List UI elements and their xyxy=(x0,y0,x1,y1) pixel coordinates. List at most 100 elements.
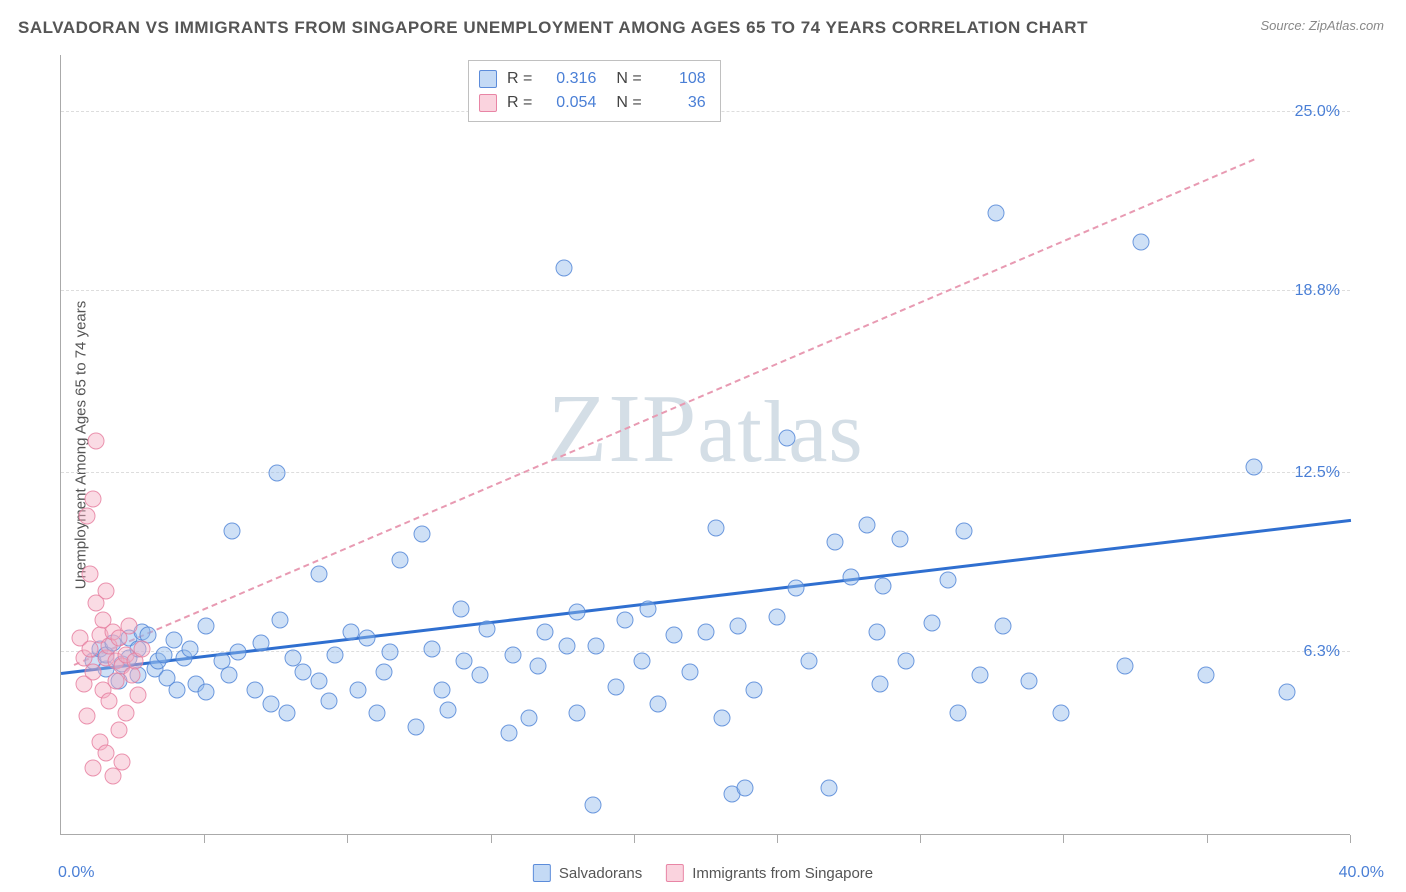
data-point xyxy=(520,710,537,727)
y-tick-label: 6.3% xyxy=(1304,643,1340,661)
data-point xyxy=(972,667,989,684)
data-point xyxy=(101,693,118,710)
data-point xyxy=(381,644,398,661)
gridline xyxy=(61,290,1350,291)
data-point xyxy=(104,768,121,785)
data-point xyxy=(456,652,473,669)
data-point xyxy=(891,531,908,548)
data-point xyxy=(423,641,440,658)
x-tick xyxy=(634,835,635,843)
data-point xyxy=(311,566,328,583)
data-point xyxy=(114,753,131,770)
data-point xyxy=(88,433,105,450)
data-point xyxy=(665,626,682,643)
data-point xyxy=(156,646,173,663)
data-point xyxy=(278,704,295,721)
data-point xyxy=(714,710,731,727)
data-point xyxy=(768,609,785,626)
data-point xyxy=(223,522,240,539)
trendline-singapore xyxy=(73,159,1254,666)
plot-area: Unemployment Among Ages 65 to 74 years Z… xyxy=(60,55,1350,835)
data-point xyxy=(559,638,576,655)
data-point xyxy=(949,704,966,721)
chart-title: SALVADORAN VS IMMIGRANTS FROM SINGAPORE … xyxy=(18,18,1088,38)
data-point xyxy=(375,664,392,681)
data-point xyxy=(272,612,289,629)
data-point xyxy=(182,641,199,658)
stats-row: R = 0.316 N = 108 xyxy=(479,67,706,91)
data-point xyxy=(994,618,1011,635)
data-point xyxy=(649,696,666,713)
data-point xyxy=(859,516,876,533)
data-point xyxy=(169,681,186,698)
data-point xyxy=(120,618,137,635)
data-point xyxy=(820,779,837,796)
stat-n-label: N = xyxy=(616,91,641,115)
x-tick xyxy=(1207,835,1208,843)
data-point xyxy=(220,667,237,684)
y-axis-label: Unemployment Among Ages 65 to 74 years xyxy=(73,300,90,589)
data-point xyxy=(98,583,115,600)
data-point xyxy=(1246,459,1263,476)
data-point xyxy=(349,681,366,698)
stat-n-value: 108 xyxy=(652,67,706,91)
stat-r-label: R = xyxy=(507,67,532,91)
data-point xyxy=(872,675,889,692)
data-point xyxy=(407,719,424,736)
legend-item: Salvadorans xyxy=(533,864,642,882)
data-point xyxy=(801,652,818,669)
data-point xyxy=(359,629,376,646)
data-point xyxy=(843,568,860,585)
data-point xyxy=(98,745,115,762)
y-tick-label: 18.8% xyxy=(1295,282,1340,300)
legend-swatch xyxy=(533,864,551,882)
data-point xyxy=(707,519,724,536)
data-point xyxy=(111,722,128,739)
stat-r-value: 0.316 xyxy=(542,67,596,91)
data-point xyxy=(585,797,602,814)
stat-n-label: N = xyxy=(616,67,641,91)
data-point xyxy=(294,664,311,681)
y-tick-label: 25.0% xyxy=(1295,103,1340,121)
source-attribution: Source: ZipAtlas.com xyxy=(1260,18,1384,33)
data-point xyxy=(85,664,102,681)
watermark: ZIPatlas xyxy=(547,373,863,485)
data-point xyxy=(556,259,573,276)
data-point xyxy=(269,464,286,481)
data-point xyxy=(343,623,360,640)
data-point xyxy=(230,644,247,661)
data-point xyxy=(117,704,134,721)
legend-swatch xyxy=(479,94,497,112)
x-axis-max-label: 40.0% xyxy=(1339,864,1384,882)
data-point xyxy=(501,724,518,741)
data-point xyxy=(130,687,147,704)
data-point xyxy=(988,204,1005,221)
data-point xyxy=(504,646,521,663)
x-tick xyxy=(1063,835,1064,843)
data-point xyxy=(369,704,386,721)
data-point xyxy=(123,667,140,684)
data-point xyxy=(78,508,95,525)
data-point xyxy=(433,681,450,698)
data-point xyxy=(923,615,940,632)
data-point xyxy=(82,566,99,583)
legend-item: Immigrants from Singapore xyxy=(666,864,873,882)
data-point xyxy=(778,430,795,447)
legend-label: Immigrants from Singapore xyxy=(692,865,873,882)
data-point xyxy=(1133,233,1150,250)
data-point xyxy=(452,600,469,617)
data-point xyxy=(536,623,553,640)
data-point xyxy=(736,779,753,796)
data-point xyxy=(897,652,914,669)
data-point xyxy=(569,603,586,620)
data-point xyxy=(440,701,457,718)
legend-swatch xyxy=(479,70,497,88)
x-tick xyxy=(777,835,778,843)
data-point xyxy=(78,707,95,724)
stat-r-label: R = xyxy=(507,91,532,115)
data-point xyxy=(746,681,763,698)
data-point xyxy=(788,580,805,597)
data-point xyxy=(530,658,547,675)
data-point xyxy=(198,618,215,635)
data-point xyxy=(262,696,279,713)
